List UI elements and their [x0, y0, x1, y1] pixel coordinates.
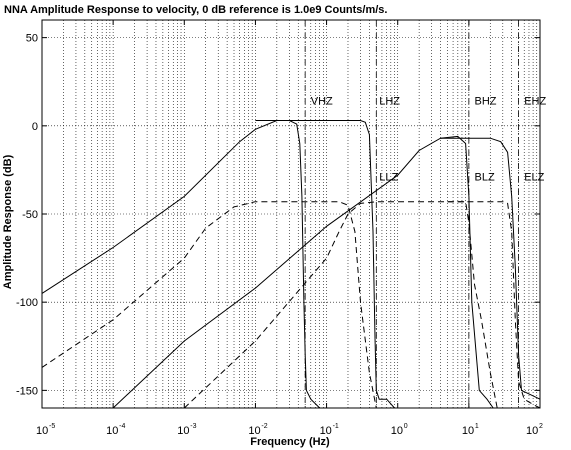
annotation-label: VHZ	[311, 96, 333, 108]
x-tick-exponent: -3	[190, 423, 196, 430]
y-tick-label: -50	[22, 209, 38, 221]
x-tick-label: 10	[177, 425, 189, 437]
x-tick-exponent: 0	[404, 423, 408, 430]
series-line-6	[183, 201, 498, 409]
y-ticks: 50 0 -50 -100 -150	[16, 33, 540, 397]
series-layer	[41, 120, 541, 409]
chart-title: NNA Amplitude Response to velocity, 0 dB…	[4, 4, 387, 16]
annotation-label: LHZ	[379, 96, 400, 108]
annotation-label: LLZ	[379, 171, 398, 183]
x-tick-exponent: -4	[119, 423, 125, 430]
x-tick-exponent: 1	[475, 423, 479, 430]
series-line-1	[41, 120, 321, 409]
x-tick-label: 10	[462, 425, 474, 437]
series-line-7	[447, 201, 541, 409]
annotation-label: ELZ	[524, 171, 544, 183]
x-tick-exponent: -2	[261, 423, 267, 430]
annotation-label: EHZ	[524, 96, 546, 108]
series-line-5	[41, 201, 377, 409]
y-tick-label: -100	[16, 297, 38, 309]
grid	[42, 20, 540, 408]
x-tick-exponent: 2	[539, 423, 543, 430]
y-tick-label: 0	[32, 121, 38, 133]
y-axis-label: Amplitude Response (dB)	[2, 154, 14, 289]
x-tick-label: 10	[106, 425, 118, 437]
y-tick-label: 50	[26, 33, 38, 45]
series-line-4	[440, 137, 541, 400]
x-ticks: 10 -5 10 -4 10 -3 10 -2 10 -1 10 0 10 1 10 2	[36, 20, 543, 437]
annotations: VHZ LHZ BHZ EHZ LLZ BLZ ELZ	[311, 96, 547, 184]
annotation-label: BLZ	[474, 171, 494, 183]
annotation-label: BHZ	[474, 96, 496, 108]
x-tick-label: 10	[248, 425, 260, 437]
x-tick-exponent: -5	[49, 423, 55, 430]
x-tick-exponent: -1	[333, 423, 339, 430]
x-tick-label: 10	[391, 425, 403, 437]
x-tick-label: 10	[526, 425, 538, 437]
x-axis-label: Frequency (Hz)	[250, 436, 330, 448]
x-tick-label: 10	[36, 425, 48, 437]
series-line-2	[255, 120, 395, 409]
y-tick-label: -150	[16, 385, 38, 397]
x-tick-label: 10	[320, 425, 332, 437]
series-line-3	[112, 135, 494, 409]
